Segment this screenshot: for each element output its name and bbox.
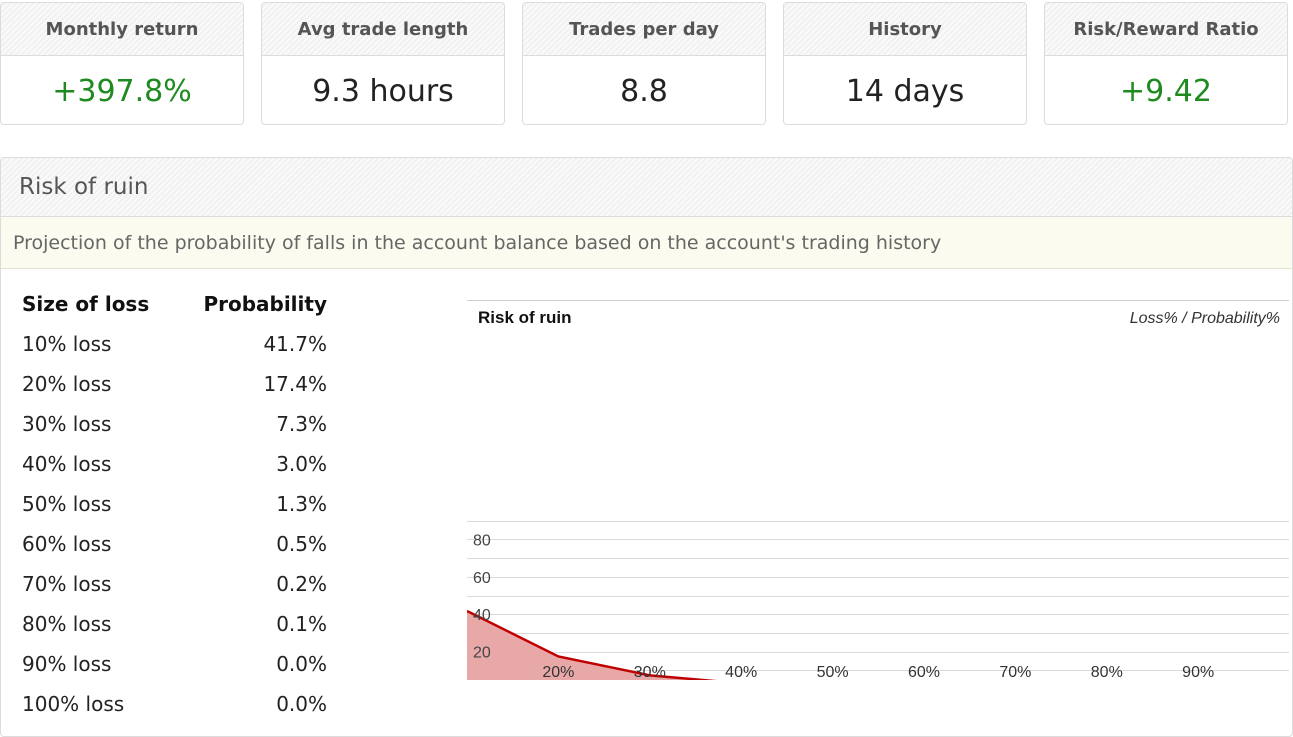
chart-x-tick-label: 70% bbox=[999, 664, 1031, 680]
table-row: 90% loss 0.0% bbox=[22, 644, 327, 684]
stat-label: Monthly return bbox=[1, 3, 243, 56]
loss-size: 70% loss bbox=[22, 572, 112, 596]
risk-of-ruin-panel: Risk of ruin Projection of the probabili… bbox=[0, 157, 1293, 737]
chart-title: Risk of ruin bbox=[478, 308, 572, 327]
table-row: 30% loss 7.3% bbox=[22, 404, 327, 444]
panel-description: Projection of the probability of falls i… bbox=[1, 217, 1292, 269]
loss-probability: 0.2% bbox=[276, 572, 327, 596]
table-row: 20% loss 17.4% bbox=[22, 364, 327, 404]
loss-size: 30% loss bbox=[22, 412, 112, 436]
loss-size: 90% loss bbox=[22, 652, 112, 676]
chart-svg: Risk of ruin Loss% / Probability% 20 40 60 80… bbox=[466, 300, 1290, 691]
stat-label: Risk/Reward Ratio bbox=[1045, 3, 1287, 56]
loss-probability: 17.4% bbox=[263, 372, 327, 396]
column-header-size: Size of loss bbox=[22, 292, 150, 316]
chart-x-tick-label: 90% bbox=[1182, 664, 1214, 680]
loss-probability: 41.7% bbox=[263, 332, 327, 356]
table-row: 100% loss 0.0% bbox=[22, 684, 327, 724]
loss-probability: 0.0% bbox=[276, 692, 327, 716]
loss-size: 20% loss bbox=[22, 372, 112, 396]
stat-label: Avg trade length bbox=[262, 3, 504, 56]
chart-y-tick-label: 60 bbox=[473, 570, 491, 587]
chart-y-tick-label: 80 bbox=[473, 532, 491, 549]
table-row: 80% loss 0.1% bbox=[22, 604, 327, 644]
stat-value: 8.8 bbox=[620, 73, 668, 109]
table-row: 40% loss 3.0% bbox=[22, 444, 327, 484]
table-row: 60% loss 0.5% bbox=[22, 524, 327, 564]
column-header-probability: Probability bbox=[203, 292, 327, 316]
chart-x-tick-label: 40% bbox=[725, 664, 757, 680]
panel-title: Risk of ruin bbox=[1, 158, 1292, 217]
stat-card-trades-per-day: Trades per day 8.8 bbox=[522, 2, 766, 125]
stat-value: 9.3 hours bbox=[312, 73, 454, 109]
stat-value: +9.42 bbox=[1120, 73, 1212, 109]
loss-probability: 0.0% bbox=[276, 652, 327, 676]
table-header-row: Size of loss Probability bbox=[22, 284, 327, 324]
stat-value: 14 days bbox=[845, 73, 965, 109]
loss-size: 80% loss bbox=[22, 612, 112, 636]
loss-size: 100% loss bbox=[22, 692, 125, 716]
stat-value: +397.8% bbox=[52, 73, 192, 109]
table-row: 10% loss 41.7% bbox=[22, 324, 327, 364]
chart-x-tick-label: 50% bbox=[817, 664, 849, 680]
chart-area bbox=[467, 611, 1290, 689]
stat-label: Trades per day bbox=[523, 3, 765, 56]
chart-y-tick-label: 20 bbox=[473, 645, 491, 662]
loss-size: 40% loss bbox=[22, 452, 112, 476]
loss-size: 50% loss bbox=[22, 492, 112, 516]
stat-card-avg-trade-length: Avg trade length 9.3 hours bbox=[261, 2, 505, 125]
loss-probability: 3.0% bbox=[276, 452, 327, 476]
risk-of-ruin-chart: Risk of ruin Loss% / Probability% 20 40 60 80… bbox=[466, 300, 1291, 691]
chart-x-tick-label: 80% bbox=[1091, 664, 1123, 680]
stat-card-monthly-return: Monthly return +397.8% bbox=[0, 2, 244, 125]
chart-x-tick-label: 30% bbox=[634, 664, 666, 680]
loss-probability: 0.1% bbox=[276, 612, 327, 636]
loss-size: 60% loss bbox=[22, 532, 112, 556]
chart-x-tick-label: 60% bbox=[908, 664, 940, 680]
stat-card-history: History 14 days bbox=[783, 2, 1027, 125]
loss-probability: 1.3% bbox=[276, 492, 327, 516]
chart-y-tick-label: 40 bbox=[473, 607, 491, 624]
chart-subtitle: Loss% / Probability% bbox=[1130, 310, 1280, 327]
loss-probability: 0.5% bbox=[276, 532, 327, 556]
loss-probability-table: Size of loss Probability 10% loss 41.7% 2… bbox=[22, 284, 327, 724]
chart-x-tick-label: 20% bbox=[542, 664, 574, 680]
loss-size: 10% loss bbox=[22, 332, 112, 356]
table-row: 70% loss 0.2% bbox=[22, 564, 327, 604]
table-row: 50% loss 1.3% bbox=[22, 484, 327, 524]
stat-label: History bbox=[784, 3, 1026, 56]
stat-card-risk-reward: Risk/Reward Ratio +9.42 bbox=[1044, 2, 1288, 125]
loss-probability: 7.3% bbox=[276, 412, 327, 436]
